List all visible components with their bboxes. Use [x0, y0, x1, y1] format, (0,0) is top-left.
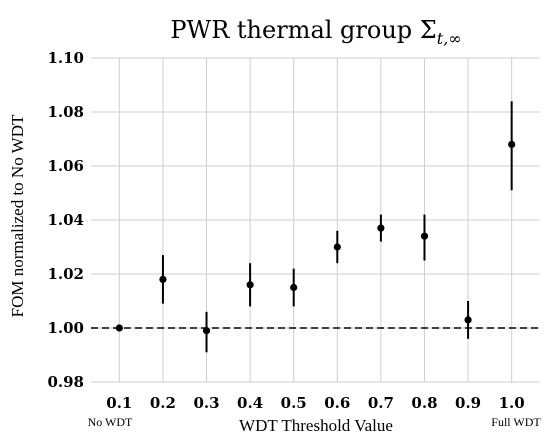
x-tick-labels: 0.1 0.2 0.3 0.4 0.5 0.6 0.7 0.8 0.9 1.0	[106, 394, 524, 412]
y-tick-label: 1.00	[47, 319, 84, 337]
data-point	[290, 283, 298, 292]
chart-title-subscript: t,∞	[437, 29, 462, 48]
y-tick-label: 1.10	[47, 49, 84, 67]
chart-title-main: PWR thermal group	[170, 16, 419, 44]
y-tick-label: 0.98	[47, 373, 84, 391]
grid	[91, 57, 540, 383]
y-tick-label: 1.02	[47, 265, 84, 283]
data-point	[115, 324, 123, 332]
x-tick-label: 0.6	[324, 394, 350, 412]
data-point	[202, 327, 211, 335]
x-axis-label: WDT Threshold Value	[239, 416, 393, 435]
data-point	[464, 316, 472, 324]
x-tick-label: 0.9	[455, 394, 481, 412]
data-points	[115, 101, 516, 353]
y-axis-label: FOM normalized to No WDT	[8, 114, 27, 317]
x-tick-label: 0.3	[193, 394, 219, 412]
y-tick-label: 1.04	[47, 211, 84, 229]
data-point	[377, 224, 385, 232]
data-point	[333, 243, 341, 251]
chart-title-symbol: Σ	[420, 16, 437, 44]
x-tick-label: 0.2	[150, 394, 176, 412]
data-point	[159, 275, 167, 283]
y-tick-label: 1.06	[47, 157, 84, 175]
x-tick-label: 0.4	[237, 394, 263, 412]
x-tick-label: 0.7	[368, 394, 394, 412]
x-tick-label: 0.8	[411, 394, 437, 412]
y-tick-label: 1.08	[47, 103, 84, 121]
x-tick-label: 0.1	[106, 394, 132, 412]
chart-title: PWR thermal group Σt,∞	[170, 16, 461, 48]
x-left-note: No WDT	[88, 415, 133, 429]
data-point	[420, 232, 429, 240]
y-tick-labels: 0.98 1.00 1.02 1.04 1.06 1.08 1.10	[47, 49, 84, 391]
data-point	[508, 140, 516, 148]
x-tick-label: 0.5	[281, 394, 307, 412]
data-point	[246, 281, 254, 289]
x-tick-label: 1.0	[499, 394, 525, 412]
x-right-note: Full WDT	[491, 415, 541, 429]
